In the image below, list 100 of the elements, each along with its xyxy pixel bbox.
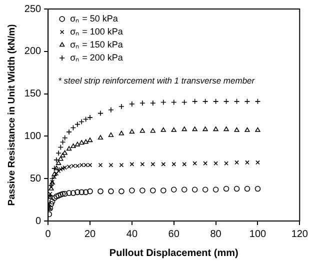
point bbox=[171, 127, 176, 132]
point bbox=[74, 142, 80, 146]
point bbox=[66, 164, 72, 169]
point bbox=[60, 190, 66, 197]
point bbox=[70, 143, 76, 148]
point bbox=[161, 162, 166, 166]
x-tick-label: 80 bbox=[210, 228, 222, 240]
y-tick-label: 50 bbox=[30, 173, 42, 184]
point bbox=[182, 162, 187, 166]
point bbox=[160, 127, 166, 132]
point bbox=[74, 121, 80, 128]
point bbox=[254, 186, 261, 192]
point bbox=[192, 98, 198, 104]
point bbox=[234, 127, 240, 132]
point bbox=[212, 98, 219, 104]
point bbox=[130, 162, 134, 166]
y-tick-label: 100 bbox=[24, 130, 42, 142]
point bbox=[70, 124, 76, 131]
point bbox=[62, 165, 68, 170]
point bbox=[98, 188, 104, 194]
point bbox=[202, 126, 208, 132]
x-tick-label: 100 bbox=[249, 228, 267, 240]
y-tick-label: 0 bbox=[36, 216, 42, 227]
point bbox=[244, 186, 250, 192]
point bbox=[150, 188, 156, 194]
point bbox=[56, 160, 62, 165]
point bbox=[181, 186, 188, 193]
point bbox=[244, 127, 250, 132]
point bbox=[108, 188, 114, 194]
point bbox=[54, 194, 60, 200]
point bbox=[140, 128, 145, 133]
point bbox=[88, 162, 92, 168]
point bbox=[83, 139, 88, 144]
point bbox=[213, 126, 218, 132]
point bbox=[58, 156, 64, 161]
x-tick-label: 40 bbox=[126, 228, 138, 240]
point bbox=[119, 162, 124, 168]
point bbox=[223, 186, 230, 192]
point bbox=[118, 130, 124, 136]
point bbox=[234, 98, 240, 104]
point bbox=[98, 162, 103, 168]
point bbox=[255, 127, 260, 132]
x-tick-label: 60 bbox=[168, 228, 180, 240]
point bbox=[98, 134, 104, 140]
point bbox=[224, 161, 228, 166]
point bbox=[78, 189, 85, 196]
point bbox=[150, 128, 156, 133]
point bbox=[74, 189, 80, 196]
point bbox=[58, 192, 64, 198]
point bbox=[66, 190, 72, 196]
point bbox=[244, 98, 250, 104]
y-tick-label: 150 bbox=[24, 88, 42, 100]
point bbox=[140, 188, 146, 194]
point bbox=[170, 186, 177, 193]
point bbox=[256, 160, 260, 165]
point bbox=[62, 134, 68, 141]
x-axis-title: Pullout Displacement (mm) bbox=[109, 248, 238, 259]
point bbox=[84, 162, 88, 168]
point bbox=[58, 144, 64, 150]
point bbox=[108, 162, 114, 168]
point bbox=[82, 116, 89, 122]
point bbox=[51, 195, 58, 202]
point bbox=[234, 186, 240, 192]
x-tick-label: 0 bbox=[45, 228, 52, 240]
point bbox=[129, 188, 135, 194]
legend-label: σₙ = 100 kPa bbox=[70, 26, 123, 36]
x-tick-label: 120 bbox=[291, 228, 308, 240]
point bbox=[56, 192, 62, 198]
point bbox=[78, 118, 85, 125]
point bbox=[87, 188, 93, 194]
point bbox=[75, 164, 80, 168]
point bbox=[129, 129, 135, 134]
point bbox=[98, 110, 104, 116]
point bbox=[254, 98, 261, 104]
point bbox=[87, 138, 93, 142]
y-axis-title: Passive Resistance in Unit Width (kN/m) bbox=[6, 24, 18, 206]
point bbox=[62, 150, 68, 155]
point bbox=[212, 186, 219, 193]
point bbox=[160, 99, 166, 106]
y-tick-label: 250 bbox=[24, 4, 42, 15]
point bbox=[245, 160, 250, 165]
point bbox=[70, 190, 76, 196]
annotation: * steel strip reinforcement with 1 transverse member bbox=[58, 75, 256, 86]
point bbox=[54, 166, 60, 170]
point bbox=[192, 186, 198, 193]
point bbox=[62, 190, 68, 197]
point bbox=[202, 186, 208, 193]
point bbox=[150, 162, 156, 166]
point bbox=[60, 152, 66, 158]
point bbox=[192, 161, 198, 166]
point bbox=[160, 188, 166, 194]
point bbox=[172, 162, 176, 166]
point bbox=[60, 139, 66, 146]
point bbox=[203, 161, 208, 166]
point bbox=[140, 162, 145, 166]
point bbox=[202, 98, 208, 104]
y-tick-label: 200 bbox=[24, 46, 42, 58]
point bbox=[108, 132, 114, 137]
point bbox=[82, 189, 89, 196]
point bbox=[71, 164, 76, 168]
